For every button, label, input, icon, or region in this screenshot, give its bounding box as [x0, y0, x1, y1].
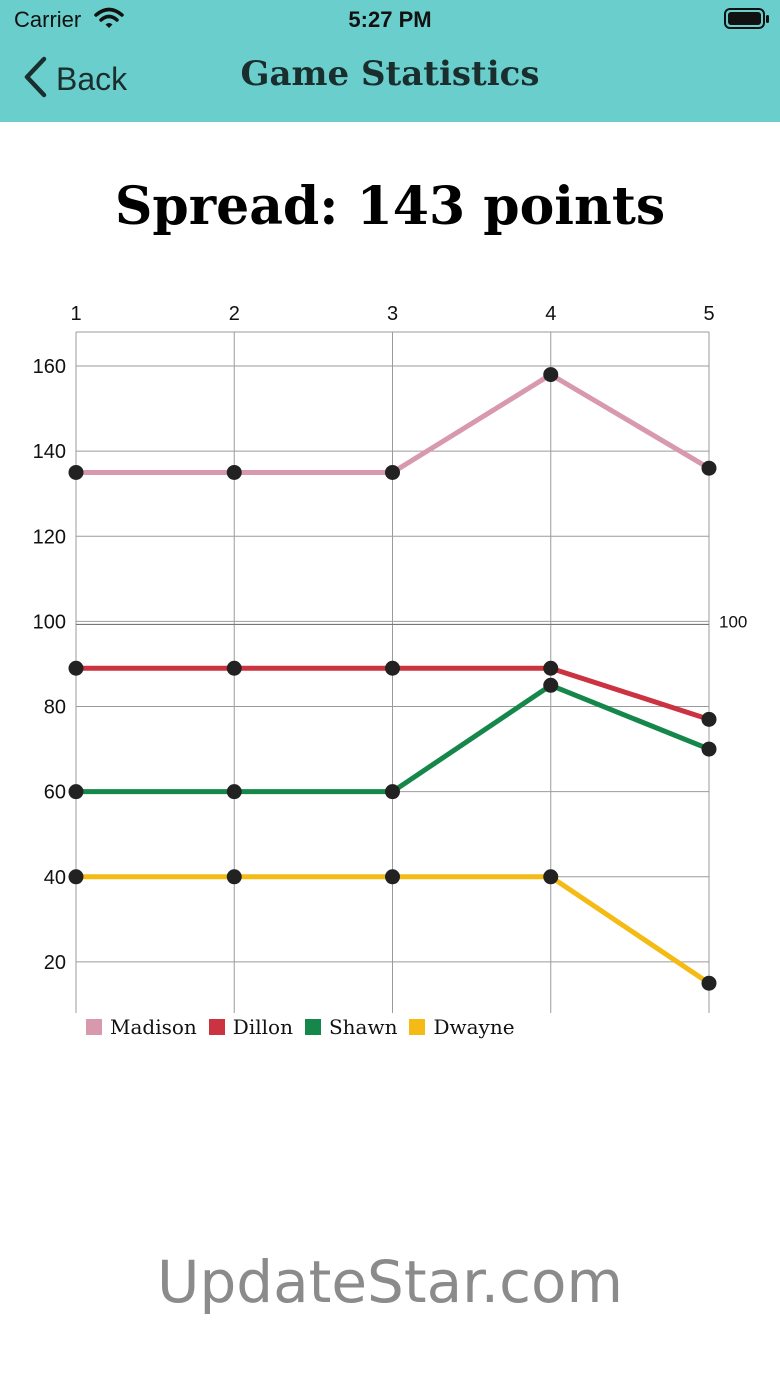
- back-button[interactable]: Back: [22, 56, 127, 102]
- y-tick-label: 120: [33, 526, 66, 548]
- legend-label: Shawn: [328, 1015, 398, 1039]
- x-tick-label: 3: [387, 303, 398, 325]
- data-point-shawn: [543, 677, 559, 693]
- reference-line-label: 100: [719, 612, 747, 631]
- data-point-madison: [68, 464, 84, 480]
- data-point-madison: [701, 460, 717, 476]
- legend-item-shawn: Shawn: [304, 1015, 398, 1039]
- data-point-dillon: [226, 660, 242, 676]
- data-point-dwayne: [385, 869, 400, 885]
- legend-label: Dillon: [232, 1015, 293, 1039]
- status-time: 5:27 PM: [348, 7, 432, 32]
- legend-label: Dwayne: [433, 1015, 515, 1039]
- data-point-madison: [385, 464, 400, 480]
- data-point-shawn: [385, 784, 400, 800]
- y-tick-label: 60: [44, 782, 66, 804]
- data-point-madison: [543, 367, 559, 383]
- data-point-madison: [226, 464, 242, 480]
- legend-item-madison: Madison: [86, 1015, 197, 1039]
- page-title: Game Statistics: [240, 54, 540, 94]
- data-point-dwayne: [543, 869, 559, 885]
- data-point-dillon: [385, 660, 400, 676]
- carrier-label: Carrier: [14, 7, 82, 32]
- data-point-dillon: [68, 660, 84, 676]
- data-point-dillon: [543, 660, 559, 676]
- legend-item-dillon: Dillon: [208, 1015, 293, 1039]
- y-tick-label: 20: [44, 952, 66, 974]
- legend-item-dwayne: Dwayne: [409, 1015, 515, 1039]
- data-point-shawn: [701, 741, 717, 757]
- line-chart: 1 2 3 4 5 160 140 120 100 80 60 40 20 100: [33, 303, 747, 1013]
- y-tick-label: 160: [33, 356, 66, 378]
- legend-swatch: [208, 1019, 225, 1035]
- x-tick-label: 5: [703, 303, 714, 325]
- legend-swatch: [304, 1019, 321, 1035]
- y-tick-label: 140: [33, 441, 66, 463]
- y-tick-label: 100: [33, 611, 66, 633]
- data-point-dwayne: [701, 975, 717, 991]
- legend-swatch: [86, 1019, 102, 1035]
- back-label: Back: [56, 60, 128, 97]
- status-bar: Carrier 5:27 PM: [0, 0, 780, 40]
- legend-swatch: [409, 1019, 426, 1035]
- watermark: UpdateStar.com: [157, 1248, 623, 1316]
- legend-label: Madison: [110, 1015, 197, 1039]
- wifi-icon: [94, 6, 124, 35]
- x-tick-label: 2: [229, 303, 240, 325]
- chevron-left-icon: [22, 56, 48, 103]
- spread-headline: Spread: 143 points: [114, 176, 666, 237]
- data-point-dwayne: [68, 869, 84, 885]
- x-tick-label: 4: [545, 303, 556, 325]
- y-tick-label: 40: [44, 867, 66, 889]
- chart-legend: Madison Dillon Shawn Dwayne: [86, 1015, 527, 1039]
- data-point-dwayne: [226, 869, 242, 885]
- battery-icon: [724, 8, 770, 35]
- data-point-shawn: [68, 784, 84, 800]
- x-tick-label: 1: [70, 303, 81, 325]
- navigation-bar: Carrier 5:27 PM Back Game Statistics: [0, 0, 780, 122]
- data-point-dillon: [701, 711, 717, 727]
- y-tick-label: 80: [44, 697, 66, 719]
- data-point-shawn: [226, 784, 242, 800]
